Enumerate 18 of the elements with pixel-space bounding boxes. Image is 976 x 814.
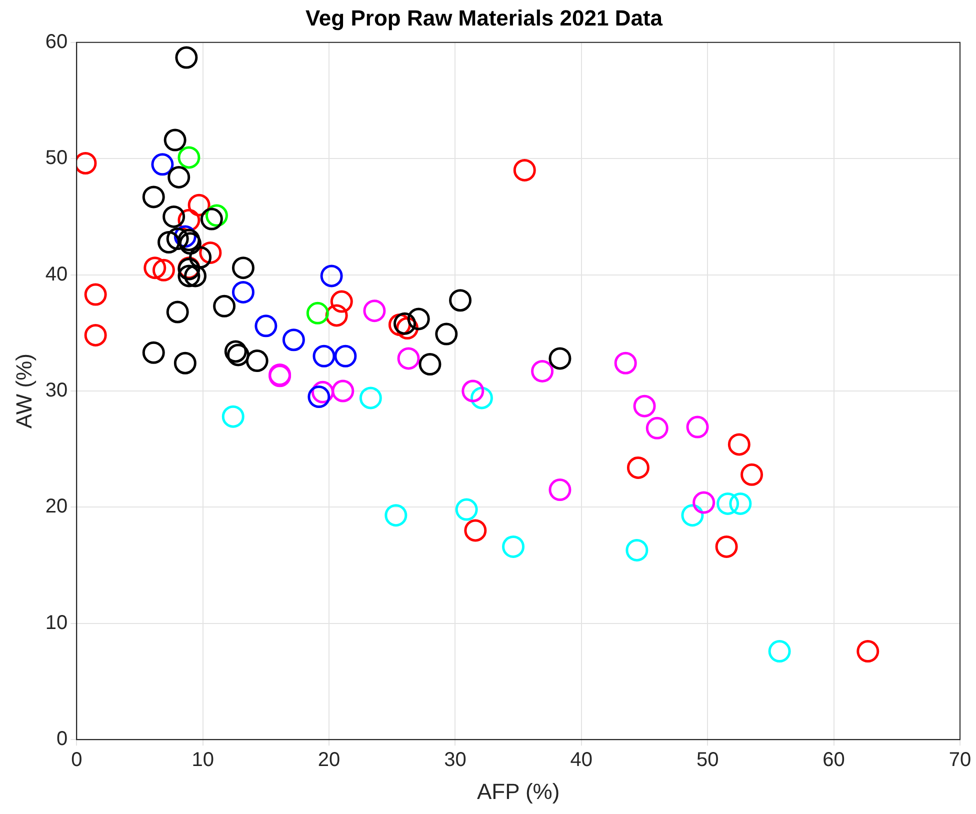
y-tick-label: 50 [45, 147, 68, 170]
x-tick-label: 70 [948, 749, 972, 772]
x-tick-label: 60 [822, 749, 845, 772]
y-tick-label: 30 [45, 380, 68, 402]
y-axis-title: AW (%) [11, 354, 36, 428]
x-tick-label: 50 [696, 749, 719, 772]
chart-title: Veg Prop Raw Materials 2021 Data [305, 5, 664, 30]
y-tick-label: 40 [45, 263, 68, 286]
x-tick-label: 0 [71, 749, 82, 772]
y-tick-label: 60 [45, 30, 68, 53]
x-tick-label: 10 [192, 749, 214, 772]
x-tick-label: 20 [318, 749, 340, 772]
y-tick-label: 0 [56, 728, 68, 750]
x-tick-label: 30 [444, 749, 466, 772]
y-tick-label: 10 [45, 612, 68, 634]
x-axis-title: AFP (%) [476, 778, 560, 804]
x-tick-label: 40 [570, 749, 593, 772]
y-tick-label: 20 [45, 496, 68, 518]
